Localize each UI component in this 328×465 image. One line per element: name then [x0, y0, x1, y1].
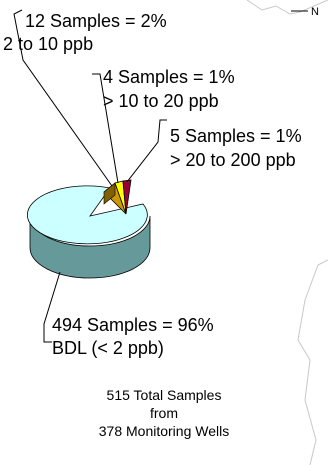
map-outline-right: [297, 259, 328, 465]
label-2-to-10-range: 2 to 10 ppb: [3, 34, 94, 54]
slice-2-to-10-side: [103, 182, 116, 205]
leader-20-to-200: [126, 119, 167, 183]
label-20-to-200-count: 5 Samples = 1%: [170, 126, 302, 146]
label-bdl-count: 494 Samples = 96%: [52, 315, 214, 335]
map-north-label: N: [311, 6, 319, 18]
label-10-to-20-range: > 10 to 20 ppb: [103, 91, 219, 111]
label-20-to-200-range: > 20 to 200 ppb: [170, 150, 296, 170]
label-10-to-20-count: 4 Samples = 1%: [103, 67, 235, 87]
total-samples-line2: from: [150, 405, 178, 421]
leader-10-to-20: [92, 73, 119, 184]
leader-lines: [13, 9, 167, 343]
total-samples-line3: 378 Monitoring Wells: [98, 423, 230, 439]
label-bdl-range: BDL (< 2 ppb): [52, 338, 164, 358]
total-samples-line1: 515 Total Samples: [106, 387, 222, 403]
pie-chart: [26, 179, 151, 279]
slice-bdl: [26, 185, 148, 245]
leader-bdl: [43, 271, 61, 343]
label-2-to-10-count: 12 Samples = 2%: [25, 11, 167, 31]
slice-20-to-200: [122, 179, 132, 215]
pie-rim: [29, 215, 151, 279]
leader-2-to-10: [13, 9, 113, 187]
map-outline-top: [246, 0, 328, 15]
